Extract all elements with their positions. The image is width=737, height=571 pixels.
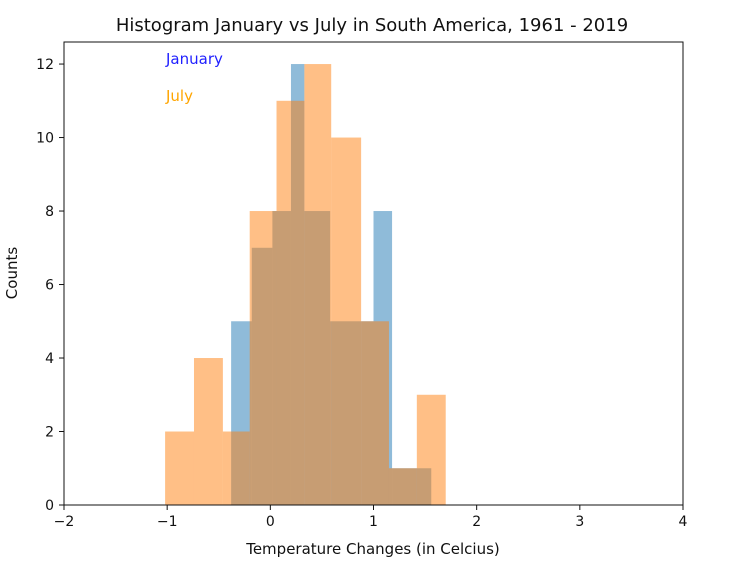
bar-july-4: [276, 100, 305, 506]
y-tick-label: 8: [45, 204, 54, 220]
x-tick-label: 2: [472, 514, 481, 530]
y-tick-label: 10: [36, 131, 54, 147]
bar-july-3: [249, 211, 277, 506]
x-ticks: −2 −1 0 1 2 3 4: [54, 505, 688, 530]
annotation-july: July: [165, 87, 193, 105]
x-tick-label: −1: [157, 514, 178, 530]
chart-title: Histogram January vs July in South Ameri…: [116, 15, 628, 36]
y-tick-label: 0: [45, 498, 54, 514]
annotation-january: January: [165, 50, 223, 68]
bar-july-2: [222, 431, 250, 505]
bar-july-9: [416, 394, 446, 505]
bars-layer: [165, 64, 446, 506]
bar-july-7: [361, 321, 389, 505]
bar-july-6: [331, 137, 362, 506]
bar-july-1: [193, 358, 223, 505]
y-ticks: 0 2 4 6 8 10 12: [36, 57, 64, 514]
y-tick-label: 12: [36, 57, 54, 73]
y-tick-label: 2: [45, 425, 54, 441]
bar-july-8: [388, 468, 417, 505]
x-tick-label: 3: [575, 514, 584, 530]
bar-july-5: [304, 64, 332, 506]
y-tick-label: 4: [45, 351, 54, 367]
x-tick-label: 0: [266, 514, 275, 530]
x-tick-label: 1: [369, 514, 378, 530]
y-tick-label: 6: [45, 278, 54, 294]
x-tick-label: −2: [54, 514, 75, 530]
y-axis-label: Counts: [3, 247, 21, 300]
bar-july-0: [165, 431, 194, 505]
x-axis-label: Temperature Changes (in Celcius): [245, 540, 500, 558]
x-tick-label: 4: [679, 514, 688, 530]
